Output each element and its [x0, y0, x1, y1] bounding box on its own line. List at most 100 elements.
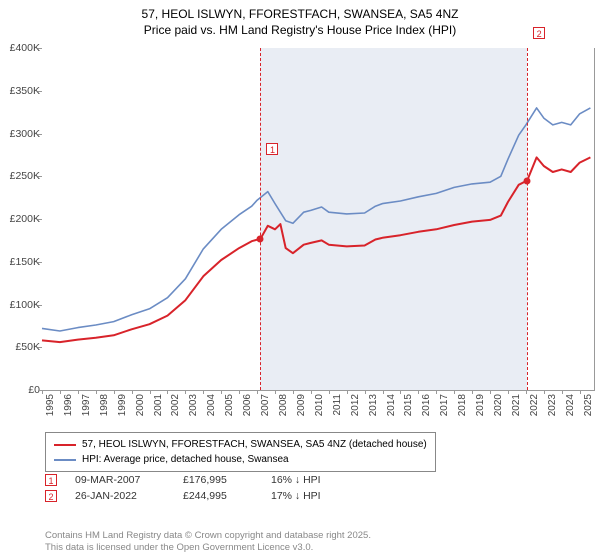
- sale-price: £244,995: [183, 490, 253, 502]
- x-tick: [185, 390, 186, 394]
- x-tick-label: 1997: [81, 394, 92, 424]
- sale-date: 26-JAN-2022: [75, 490, 165, 502]
- legend-item: HPI: Average price, detached house, Swan…: [54, 452, 427, 467]
- y-tick: [38, 48, 42, 49]
- x-tick: [275, 390, 276, 394]
- x-tick-label: 2004: [206, 394, 217, 424]
- footnote-line-1: Contains HM Land Registry data © Crown c…: [45, 530, 371, 541]
- legend-swatch: [54, 459, 76, 461]
- legend-label: HPI: Average price, detached house, Swan…: [82, 452, 289, 467]
- legend-swatch: [54, 444, 76, 446]
- x-tick-label: 2001: [153, 394, 164, 424]
- y-tick-label: £250K: [0, 170, 40, 182]
- x-tick-label: 2013: [368, 394, 379, 424]
- y-tick-label: £0: [0, 384, 40, 396]
- x-tick-label: 1998: [99, 394, 110, 424]
- x-tick: [580, 390, 581, 394]
- x-tick-label: 2014: [386, 394, 397, 424]
- footnote: Contains HM Land Registry data © Crown c…: [45, 530, 371, 554]
- plot-area: [42, 48, 595, 390]
- x-tick: [60, 390, 61, 394]
- x-tick-label: 2019: [475, 394, 486, 424]
- y-tick-label: £100K: [0, 299, 40, 311]
- x-tick: [329, 390, 330, 394]
- marker-1-badge: 1: [266, 143, 278, 155]
- x-tick-label: 2006: [242, 394, 253, 424]
- y-tick: [38, 91, 42, 92]
- x-tick: [526, 390, 527, 394]
- legend: 57, HEOL ISLWYN, FFORESTFACH, SWANSEA, S…: [45, 432, 436, 472]
- x-tick-label: 1995: [45, 394, 56, 424]
- x-tick-label: 2015: [403, 394, 414, 424]
- x-tick-label: 2009: [296, 394, 307, 424]
- title-line-2: Price paid vs. HM Land Registry's House …: [144, 23, 456, 37]
- y-tick-label: £400K: [0, 42, 40, 54]
- x-tick-label: 2020: [493, 394, 504, 424]
- y-tick: [38, 305, 42, 306]
- x-tick-label: 2018: [457, 394, 468, 424]
- sales-table: 109-MAR-2007£176,99516% ↓ HPI 2 26-JAN-202…: [45, 474, 411, 506]
- x-tick: [311, 390, 312, 394]
- x-tick-label: 2011: [332, 394, 343, 424]
- x-tick: [78, 390, 79, 394]
- y-tick-label: £50K: [0, 341, 40, 353]
- x-tick-label: 2021: [511, 394, 522, 424]
- legend-item: 57, HEOL ISLWYN, FFORESTFACH, SWANSEA, S…: [54, 437, 427, 452]
- x-tick-label: 2024: [565, 394, 576, 424]
- marker-2-vline: [527, 48, 528, 390]
- x-tick: [365, 390, 366, 394]
- x-tick: [293, 390, 294, 394]
- x-tick: [418, 390, 419, 394]
- footnote-line-2: This data is licensed under the Open Gov…: [45, 542, 313, 553]
- x-tick: [221, 390, 222, 394]
- series-hpi: [42, 108, 590, 331]
- x-tick-label: 2023: [547, 394, 558, 424]
- y-tick-label: £300K: [0, 128, 40, 140]
- sale-delta: 17% ↓ HPI: [271, 490, 411, 502]
- x-tick: [239, 390, 240, 394]
- x-tick-label: 2003: [188, 394, 199, 424]
- y-tick: [38, 134, 42, 135]
- sale-delta: 16% ↓ HPI: [271, 474, 411, 486]
- y-tick: [38, 219, 42, 220]
- x-tick-label: 2017: [439, 394, 450, 424]
- x-tick-label: 2012: [350, 394, 361, 424]
- x-tick: [42, 390, 43, 394]
- sale-row: 2 26-JAN-2022 £244,995 17% ↓ HPI: [45, 490, 411, 502]
- legend-label: 57, HEOL ISLWYN, FFORESTFACH, SWANSEA, S…: [82, 437, 427, 452]
- marker-1-dot: [257, 235, 264, 242]
- y-tick-label: £150K: [0, 256, 40, 268]
- x-tick: [436, 390, 437, 394]
- x-tick-label: 2005: [224, 394, 235, 424]
- x-tick-label: 2025: [583, 394, 594, 424]
- x-tick: [167, 390, 168, 394]
- plot-svg: [42, 48, 594, 390]
- x-tick: [508, 390, 509, 394]
- x-tick-label: 2010: [314, 394, 325, 424]
- x-tick: [383, 390, 384, 394]
- x-axis-line: [42, 390, 595, 391]
- y-tick: [38, 347, 42, 348]
- x-tick-label: 2002: [170, 394, 181, 424]
- marker-1-vline: [260, 48, 261, 390]
- x-tick: [347, 390, 348, 394]
- x-tick: [114, 390, 115, 394]
- x-tick-label: 1999: [117, 394, 128, 424]
- y-tick: [38, 262, 42, 263]
- x-tick-label: 2016: [421, 394, 432, 424]
- chart-container: { "title_line1": "57, HEOL ISLWYN, FFORE…: [0, 0, 600, 560]
- x-tick: [150, 390, 151, 394]
- x-tick: [400, 390, 401, 394]
- sale-row: 109-MAR-2007£176,99516% ↓ HPI: [45, 474, 411, 486]
- marker-2-dot: [524, 177, 531, 184]
- x-tick-label: 2022: [529, 394, 540, 424]
- x-tick: [562, 390, 563, 394]
- x-tick-label: 1996: [63, 394, 74, 424]
- x-tick: [96, 390, 97, 394]
- x-tick: [257, 390, 258, 394]
- x-tick: [132, 390, 133, 394]
- sale-2-badge: 2: [45, 490, 57, 502]
- y-tick-label: £200K: [0, 213, 40, 225]
- x-tick: [490, 390, 491, 394]
- y-tick: [38, 176, 42, 177]
